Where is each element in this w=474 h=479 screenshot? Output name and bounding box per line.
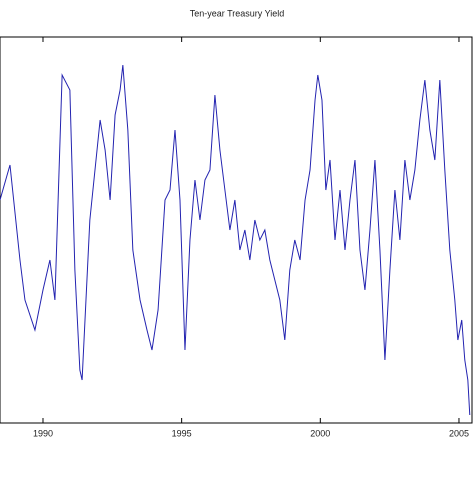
x-tick-label: 2000 [310, 428, 330, 438]
x-tick-label: 1995 [172, 428, 192, 438]
chart-title: Ten-year Treasury Yield [190, 8, 285, 18]
x-tick-label: 1990 [33, 428, 53, 438]
plot-frame [0, 36, 473, 424]
x-tick-label: 2005 [449, 428, 469, 438]
data-line [0, 64, 471, 416]
